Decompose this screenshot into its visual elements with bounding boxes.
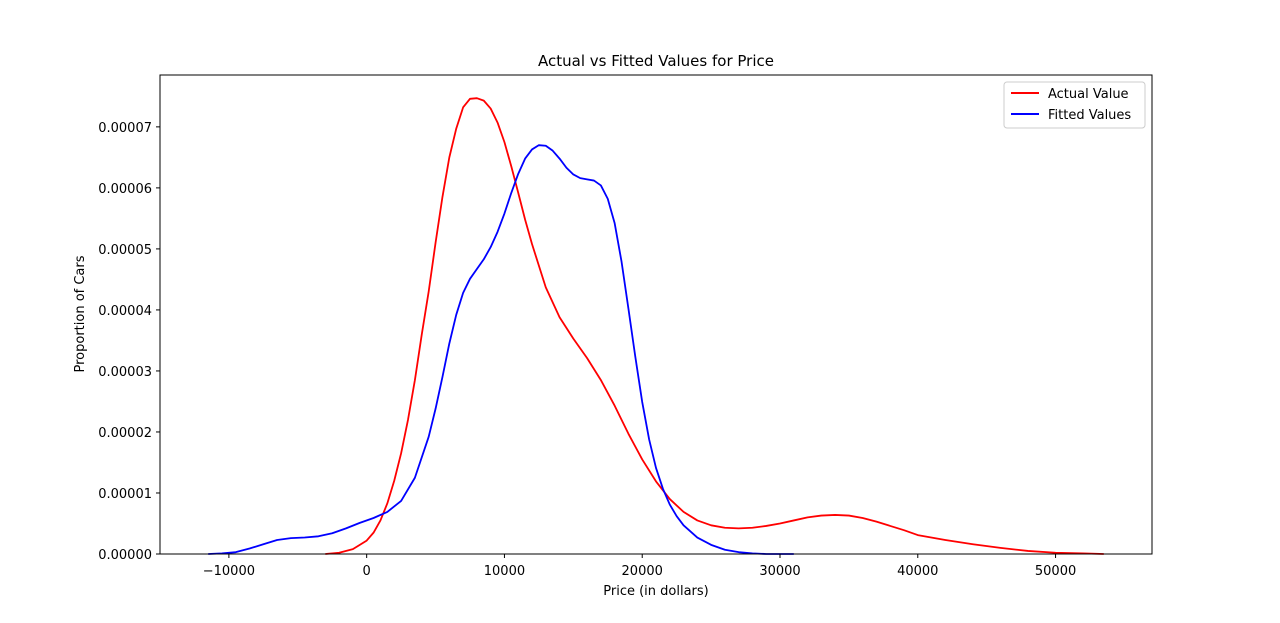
legend-label-fitted: Fitted Values xyxy=(1048,108,1131,123)
legend-label-actual: Actual Value xyxy=(1048,87,1129,102)
series-line-1 xyxy=(208,144,794,555)
legend: Actual Value Fitted Values xyxy=(1003,81,1146,129)
y-tick-label: 0.00004 xyxy=(98,304,152,319)
series-line-0 xyxy=(325,97,1104,555)
x-axis-ticks: −10000 0 10000 20000 30000 40000 50000 xyxy=(203,554,1076,579)
plot-frame xyxy=(159,74,1153,555)
x-tick-label: −10000 xyxy=(203,564,255,579)
chart-title: Actual vs Fitted Values for Price xyxy=(538,52,774,70)
x-tick-label: 0 xyxy=(363,564,371,579)
legend-box xyxy=(1003,81,1146,129)
y-tick-label: 0.00007 xyxy=(98,121,152,136)
x-tick-label: 20000 xyxy=(622,564,663,579)
y-tick-label: 0.00001 xyxy=(98,487,152,502)
y-axis-label: Proportion of Cars xyxy=(73,255,88,372)
x-tick-label: 10000 xyxy=(484,564,525,579)
y-tick-label: 0.00000 xyxy=(98,548,152,563)
series-lines xyxy=(208,97,1104,555)
y-tick-label: 0.00002 xyxy=(98,426,152,441)
x-tick-label: 40000 xyxy=(897,564,938,579)
y-axis-ticks: 0.00000 0.00001 0.00002 0.00003 0.00004 0.000… xyxy=(98,121,160,563)
x-tick-label: 30000 xyxy=(759,564,800,579)
y-tick-label: 0.00006 xyxy=(98,182,152,197)
x-tick-label: 50000 xyxy=(1035,564,1076,579)
y-tick-label: 0.00005 xyxy=(98,243,152,258)
x-axis-label: Price (in dollars) xyxy=(603,584,709,599)
y-tick-label: 0.00003 xyxy=(98,365,152,380)
